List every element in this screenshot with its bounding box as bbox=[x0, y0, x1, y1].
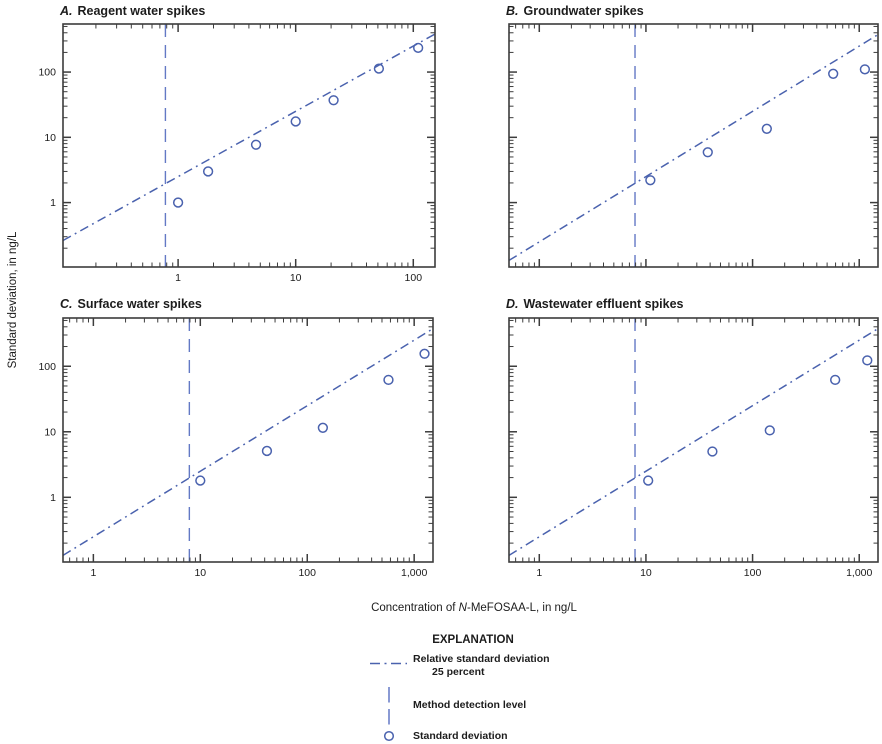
x-axis-title: Concentration of N-MeFOSAA-L, in ng/L bbox=[274, 602, 674, 614]
data-point bbox=[862, 355, 873, 366]
panel-A-x-tick-label: 100 bbox=[405, 272, 423, 284]
data-point bbox=[702, 147, 713, 158]
panel-d-title: D. Wastewater effluent spikes bbox=[506, 297, 684, 311]
panel-C-y-tick-label: 100 bbox=[38, 361, 56, 373]
panel-C-x-tick-label: 10 bbox=[194, 567, 206, 579]
panel-d-letter: D. bbox=[506, 297, 519, 311]
panel-c-letter: C. bbox=[60, 297, 73, 311]
data-point bbox=[261, 445, 273, 457]
data-point bbox=[761, 123, 772, 134]
panel-b-title-text: Groundwater spikes bbox=[523, 4, 644, 18]
panel-B-frame bbox=[508, 23, 879, 268]
panel-D: 1 10 100 1,000 bbox=[508, 317, 879, 579]
data-point bbox=[830, 374, 841, 386]
data-point bbox=[290, 116, 301, 127]
data-point bbox=[419, 348, 430, 359]
panel-D-rsd-line bbox=[508, 328, 879, 557]
legend-item-rsd-label: Relative standard deviation bbox=[413, 653, 550, 666]
panel-C-ticks: 1 10 100 1,000 1 10 100 bbox=[38, 318, 433, 579]
x-axis-title-prefix: Concentration of bbox=[371, 602, 459, 614]
panel-b-letter: B. bbox=[506, 4, 519, 18]
panel-C-y-tick-label: 1 bbox=[50, 492, 56, 504]
panel-C-rsd-line bbox=[62, 328, 434, 557]
panel-A-y-tick-label: 100 bbox=[38, 67, 56, 79]
legend-symbols bbox=[370, 662, 407, 742]
panel-C-y-tick-label: 10 bbox=[44, 426, 56, 438]
panel-A-points bbox=[172, 42, 424, 208]
panel-b-title: B. Groundwater spikes bbox=[506, 4, 644, 18]
legend-open-circle-icon bbox=[383, 730, 395, 742]
panel-D-ticks: 1 10 100 1,000 bbox=[509, 318, 878, 579]
legend-item-sd-label: Standard deviation bbox=[413, 730, 508, 742]
panel-a-letter: A. bbox=[60, 4, 73, 18]
panel-D-x-tick-label: 1,000 bbox=[846, 567, 872, 579]
panel-A-x-tick-label: 10 bbox=[290, 272, 302, 284]
data-point bbox=[643, 475, 654, 486]
legend-item-mdl-label: Method detection level bbox=[413, 699, 527, 711]
data-point bbox=[645, 175, 656, 186]
data-point bbox=[172, 197, 184, 208]
panel-D-x-tick-label: 100 bbox=[744, 567, 762, 579]
panel-c-title: C. Surface water spikes bbox=[60, 297, 202, 311]
panel-C-x-tick-label: 100 bbox=[298, 567, 316, 579]
panel-B-ticks bbox=[509, 24, 878, 267]
legend-title: EXPLANATION bbox=[432, 634, 514, 646]
data-point bbox=[250, 139, 262, 150]
panel-D-x-tick-label: 1 bbox=[536, 567, 542, 579]
panel-C-x-tick-label: 1 bbox=[90, 567, 96, 579]
data-point bbox=[373, 63, 385, 74]
panel-A-y-tick-label: 1 bbox=[50, 197, 56, 209]
y-axis-title: Standard deviation, in ng/L bbox=[7, 231, 19, 369]
panel-B-points bbox=[645, 64, 871, 186]
panel-C-points bbox=[195, 348, 430, 486]
data-point bbox=[383, 374, 394, 386]
data-point bbox=[828, 68, 839, 79]
panel-C-x-tick-label: 1,000 bbox=[401, 567, 427, 579]
panel-A-rsd-line bbox=[62, 33, 436, 242]
legend-rsd-line2: 25 percent bbox=[432, 666, 485, 678]
panel-C: 1 10 100 1,000 1 10 100 bbox=[38, 317, 434, 579]
data-point bbox=[412, 42, 424, 53]
panel-A-ticks: 1 10 100 1 10 100 bbox=[38, 24, 435, 284]
panel-D-points bbox=[643, 355, 873, 486]
data-point bbox=[328, 95, 339, 106]
panel-A-x-tick-label: 1 bbox=[175, 272, 181, 284]
panel-A-frame bbox=[62, 23, 436, 268]
x-axis-title-italic: N bbox=[458, 602, 467, 614]
panel-d-title-text: Wastewater effluent spikes bbox=[523, 297, 684, 311]
panel-B-rsd-line bbox=[508, 33, 879, 262]
panel-C-frame bbox=[62, 317, 434, 563]
panel-B bbox=[508, 23, 879, 268]
panel-D-x-tick-label: 10 bbox=[640, 567, 652, 579]
panel-c-title-text: Surface water spikes bbox=[77, 297, 202, 311]
data-point bbox=[317, 422, 329, 433]
legend-rsd-line1: Relative standard deviation bbox=[413, 653, 550, 665]
panel-A: 1 10 100 1 10 100 bbox=[38, 23, 436, 284]
data-point bbox=[195, 475, 206, 486]
x-axis-title-suffix: -MeFOSAA-L, in ng/L bbox=[466, 602, 577, 614]
panel-a-title: A. Reagent water spikes bbox=[60, 4, 205, 18]
data-point bbox=[859, 64, 871, 75]
data-point bbox=[707, 446, 718, 457]
panel-A-y-tick-label: 10 bbox=[44, 132, 56, 144]
panel-D-frame bbox=[508, 317, 879, 563]
panel-a-title-text: Reagent water spikes bbox=[77, 4, 206, 18]
data-point bbox=[764, 425, 775, 436]
data-point bbox=[202, 166, 214, 177]
